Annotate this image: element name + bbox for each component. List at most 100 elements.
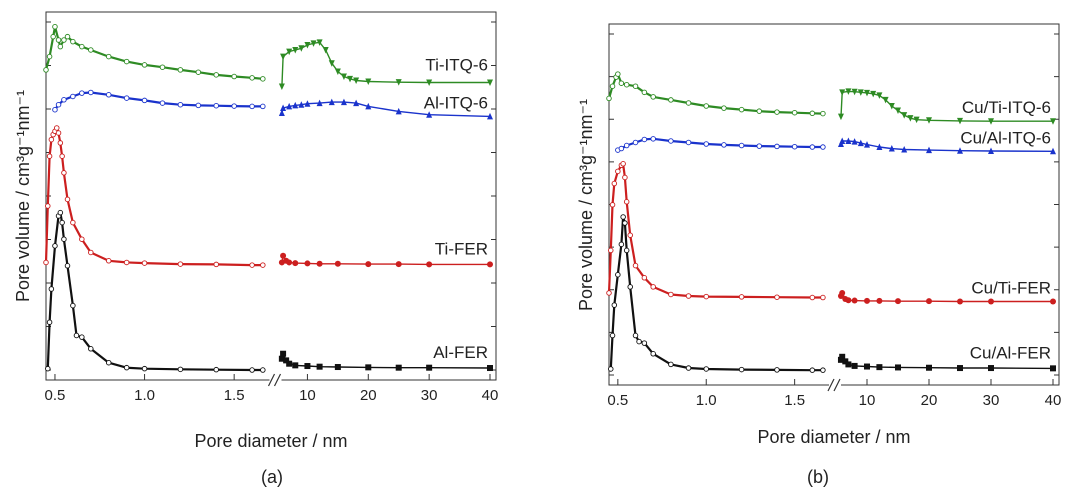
data-point (864, 89, 870, 97)
data-point (322, 46, 329, 54)
data-point (636, 338, 642, 345)
data-point (809, 294, 816, 301)
data-point (870, 90, 877, 98)
data-point (851, 88, 858, 96)
x-tick-label: 20 (360, 387, 377, 404)
data-point (249, 103, 255, 110)
data-point (668, 361, 674, 368)
data-point (177, 101, 184, 108)
data-point (316, 363, 323, 370)
data-point (286, 48, 293, 56)
data-point (231, 103, 237, 109)
data-point (45, 203, 51, 209)
data-point (395, 364, 402, 371)
data-point (159, 100, 166, 106)
x-tick-label: 30 (983, 392, 1000, 409)
data-point (888, 103, 895, 110)
data-point (685, 365, 692, 371)
x-tick-label: 30 (421, 387, 438, 404)
data-point (623, 199, 630, 205)
data-point (774, 143, 780, 150)
data-point (105, 92, 112, 98)
data-point (57, 43, 64, 50)
data-point (907, 115, 914, 122)
data-point (620, 161, 626, 167)
x-tick-label: 1.5 (224, 387, 245, 404)
series-line (607, 162, 823, 299)
data-point (195, 102, 202, 109)
data-point (395, 261, 402, 268)
data-point (52, 243, 58, 249)
data-point (926, 298, 932, 305)
data-point (685, 293, 692, 299)
data-point (809, 110, 816, 117)
data-point (283, 357, 290, 364)
data-point (55, 37, 62, 43)
data-point (609, 202, 616, 208)
data-point (395, 79, 402, 86)
data-point (48, 136, 55, 143)
data-point (105, 359, 112, 366)
data-point (353, 77, 360, 85)
data-point (347, 75, 354, 83)
data-point (864, 297, 870, 304)
x-tick-label: 40 (1045, 392, 1062, 409)
data-point (353, 99, 360, 107)
data-point (864, 141, 870, 148)
data-point (278, 109, 285, 117)
data-point (857, 89, 864, 96)
data-point (123, 259, 130, 266)
data-point (721, 142, 727, 148)
data-point (59, 153, 65, 159)
data-point (316, 260, 323, 267)
series-line (44, 25, 263, 80)
series-line (44, 126, 263, 267)
data-point (304, 41, 311, 49)
data-point (365, 78, 372, 85)
data-point (901, 112, 908, 119)
data-point (310, 40, 317, 47)
data-point (957, 147, 963, 154)
data-point (55, 130, 62, 136)
data-point (141, 260, 148, 266)
data-point (61, 97, 67, 103)
data-point (839, 89, 846, 96)
data-point (641, 340, 648, 346)
data-point (43, 259, 49, 266)
data-point (837, 113, 844, 121)
data-point (278, 83, 285, 90)
x-tick-label: 1.0 (134, 387, 155, 404)
x-tick-label: 10 (299, 387, 316, 404)
data-point (141, 97, 148, 104)
data-point (105, 53, 112, 60)
data-point (280, 350, 287, 357)
data-point (721, 105, 727, 111)
data-point (487, 365, 493, 372)
data-point (64, 196, 71, 203)
data-point (876, 143, 883, 151)
data-point (395, 107, 402, 115)
x-tick-label: 1.5 (784, 392, 805, 409)
data-point (632, 83, 639, 89)
data-point (791, 143, 798, 150)
data-point (641, 89, 648, 96)
data-point (46, 153, 53, 159)
data-point (703, 293, 709, 300)
data-point (73, 332, 80, 339)
data-point (280, 104, 287, 112)
x-tick-label: 0.5 (607, 392, 628, 409)
data-point (292, 101, 299, 109)
data-point (774, 109, 780, 115)
data-point (328, 98, 335, 106)
axis-break-mark (267, 373, 276, 387)
data-point (988, 365, 994, 372)
data-point (334, 260, 341, 267)
data-point (487, 79, 493, 86)
data-point (627, 284, 633, 290)
data-point (292, 362, 299, 369)
data-point (304, 260, 311, 267)
data-point (249, 367, 255, 373)
data-point (876, 297, 883, 304)
data-point (895, 364, 901, 371)
data-point (851, 362, 858, 369)
